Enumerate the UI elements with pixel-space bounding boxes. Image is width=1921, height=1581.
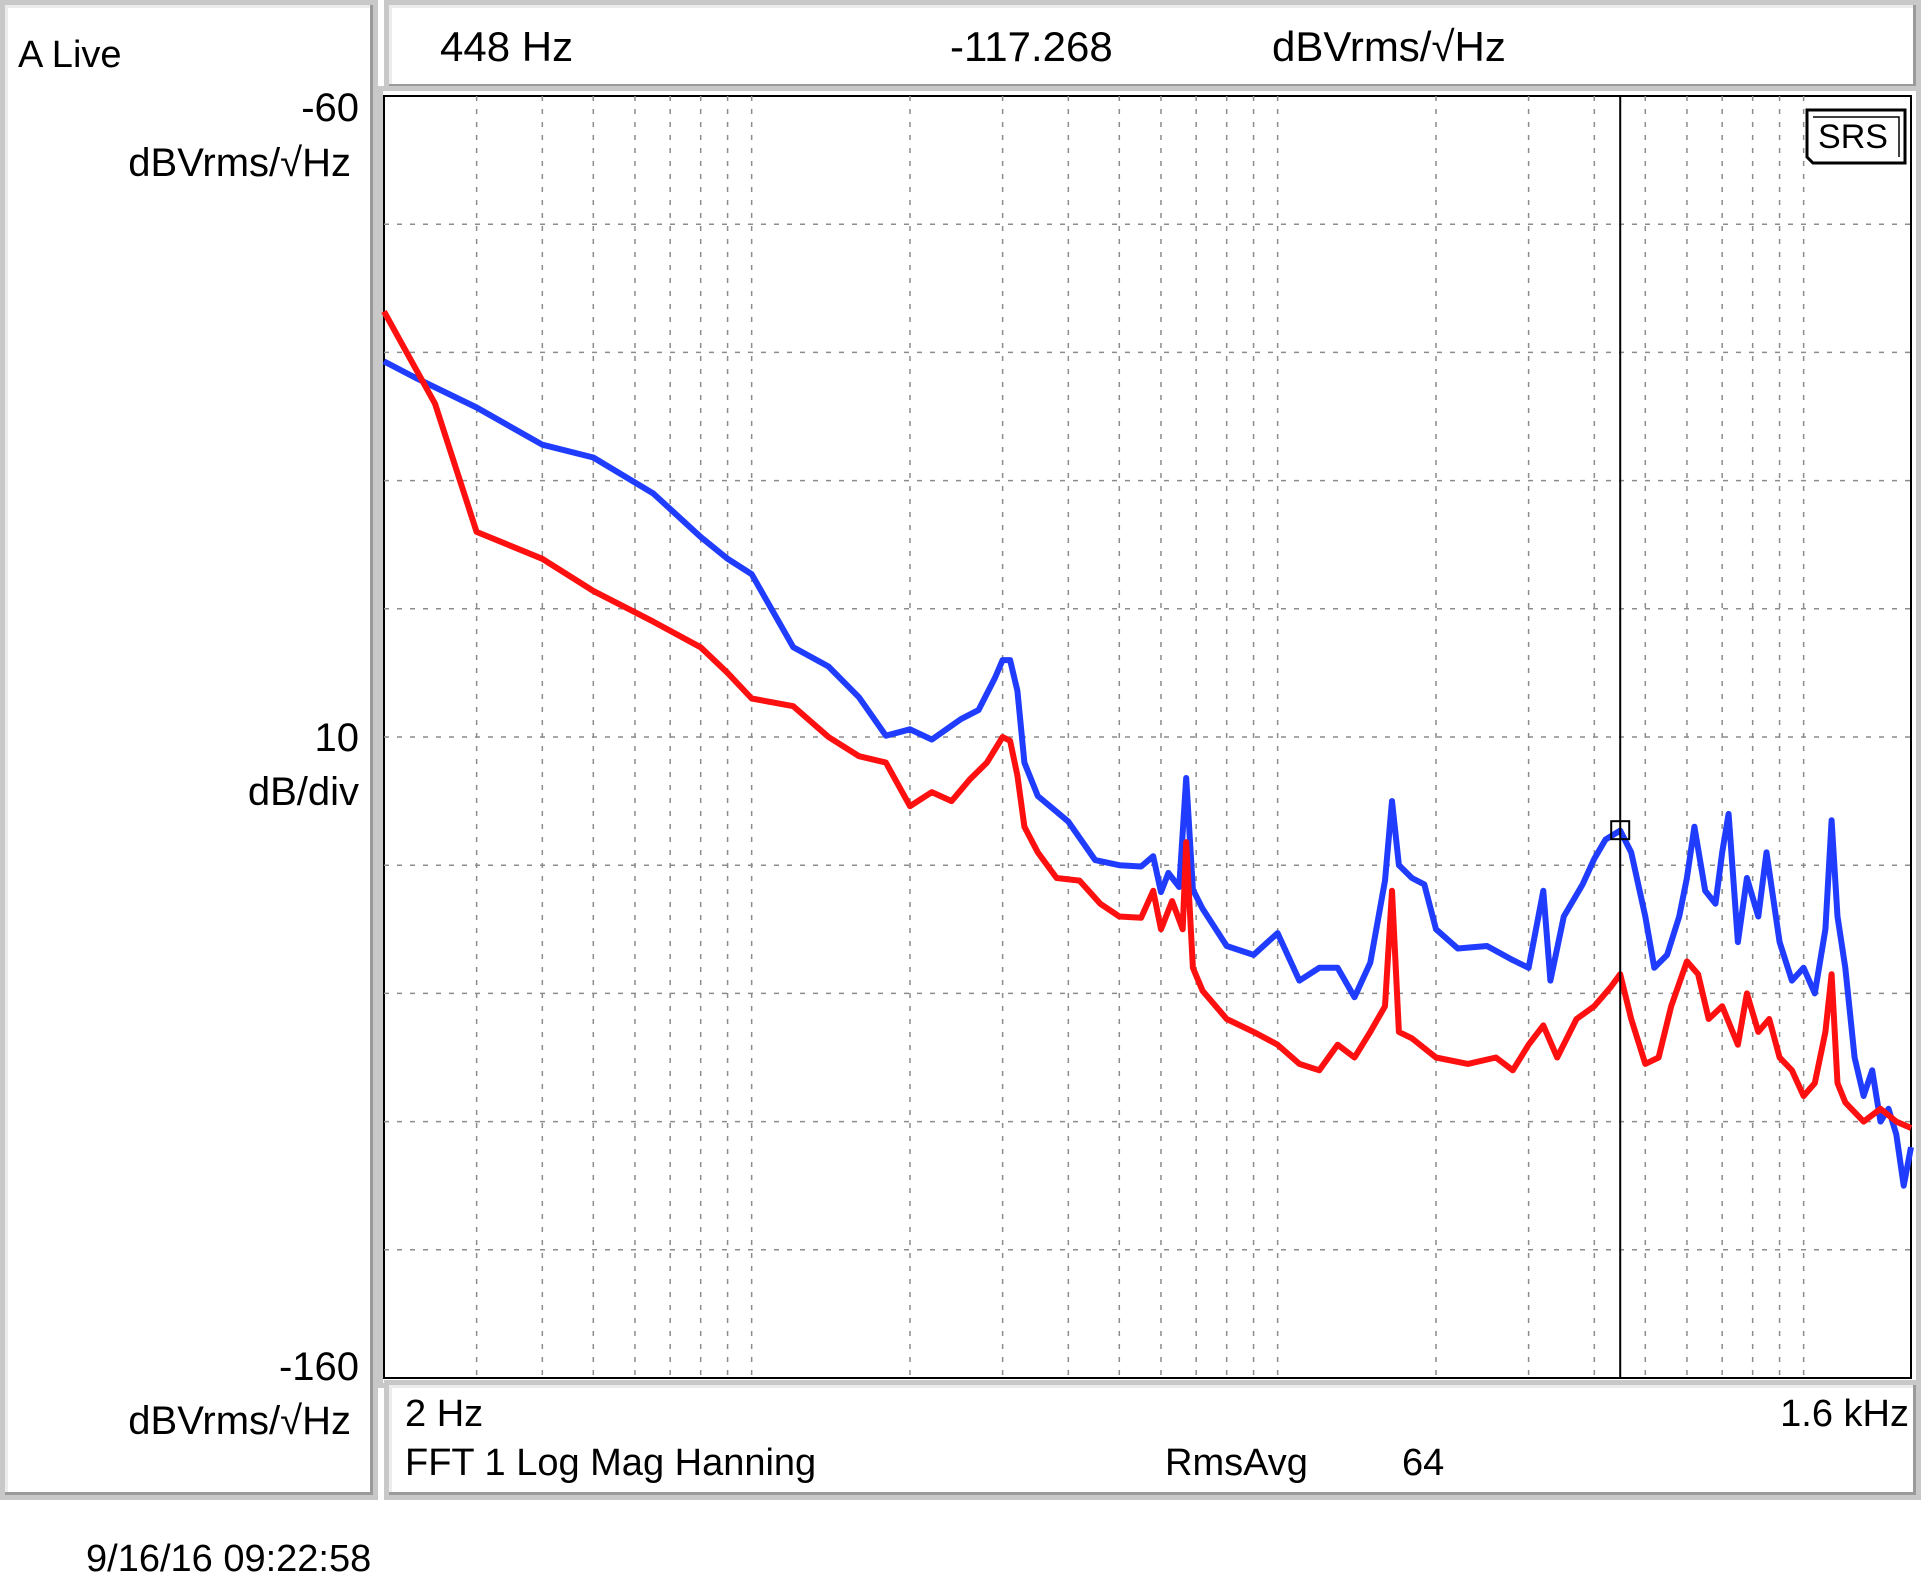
timestamp: 9/16/16 09:22:58 [86, 1538, 372, 1580]
srs-logo-text: SRS [1818, 118, 1888, 156]
avg-count: 64 [1402, 1442, 1445, 1484]
marker-readout-panel [384, 0, 1921, 92]
info-panel [384, 1380, 1921, 1500]
y-bottom-value: -160 [278, 1345, 359, 1389]
measurement-description: FFT 1 Log Mag Hanning [405, 1442, 817, 1484]
marker-box [1610, 820, 1631, 841]
trace-blue [382, 358, 1914, 1189]
trace-red [381, 309, 1913, 1131]
left-axis-panel [0, 0, 378, 1500]
y-scale-value: 10 [314, 716, 360, 760]
x-start-label: 2 Hz [405, 1393, 484, 1435]
srs-logo: SRS [1805, 108, 1907, 165]
status-mode: A Live [18, 34, 122, 76]
y-scale-unit: dB/div [247, 770, 359, 814]
y-top-value: -60 [301, 86, 359, 130]
marker-value: -117.268 [950, 23, 1113, 70]
plot-area [383, 95, 1912, 1379]
avg-mode: RmsAvg [1165, 1442, 1308, 1484]
marker-unit: dBVrms/√Hz [1272, 23, 1506, 70]
y-bottom-unit: dBVrms/√Hz [128, 1399, 351, 1443]
marker-frequency: 448 Hz [440, 23, 574, 70]
x-stop-label: 1.6 kHz [1780, 1393, 1909, 1435]
y-top-unit: dBVrms/√Hz [128, 141, 351, 185]
